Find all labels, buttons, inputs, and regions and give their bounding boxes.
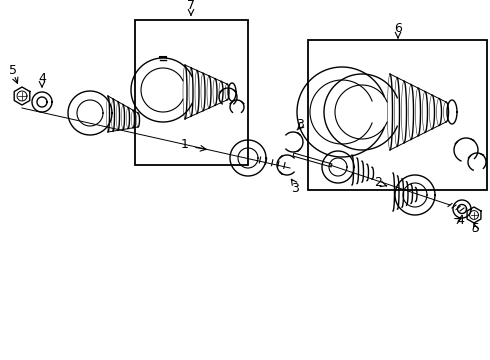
Text: 7: 7 [187,0,195,12]
Text: 4: 4 [38,72,46,85]
Bar [308,40,487,190]
Text: 3: 3 [296,118,304,131]
Text: 4: 4 [456,213,464,226]
Text: 6: 6 [394,22,402,35]
Text: 5: 5 [472,222,480,235]
Text: 3: 3 [291,181,299,194]
Text: 2: 2 [374,176,382,189]
Text: 5: 5 [9,63,17,77]
Bar [135,20,248,165]
Text: 1: 1 [181,139,189,152]
